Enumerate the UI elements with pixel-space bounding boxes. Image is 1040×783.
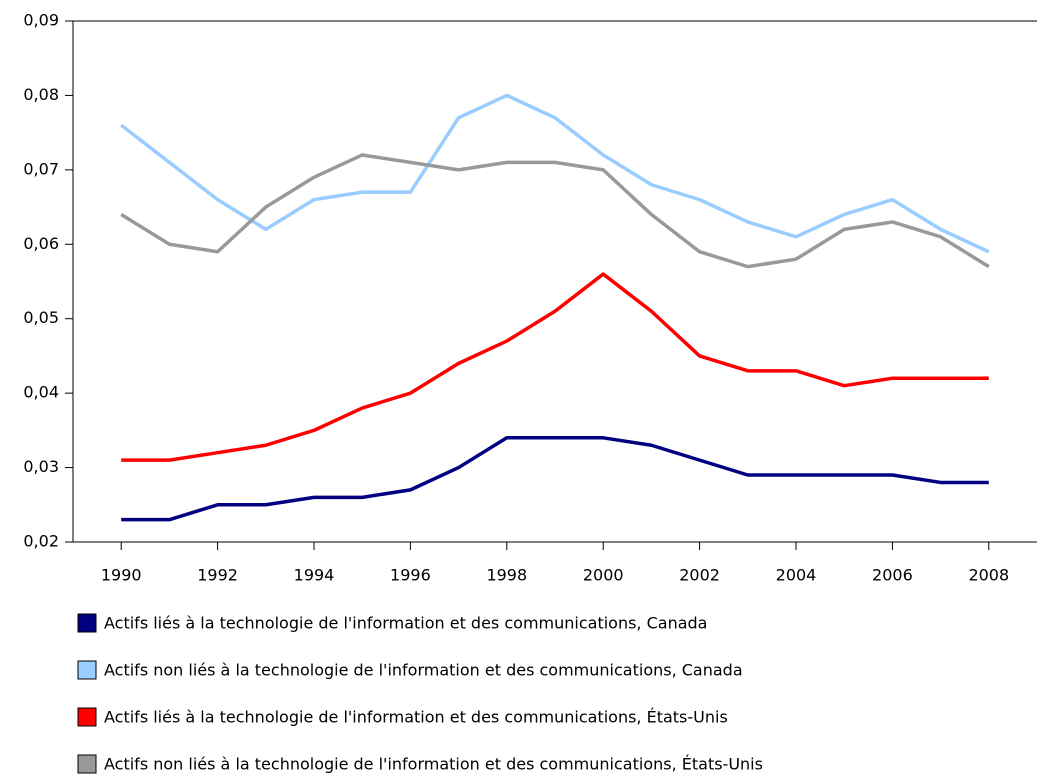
legend-label: Actifs liés à la technologie de l'inform… [104, 614, 707, 633]
series-line [121, 436, 989, 522]
y-tick-label: 0,03 [23, 457, 59, 476]
y-tick-label: 0,06 [23, 234, 59, 253]
x-tick-label: 1990 [101, 566, 142, 585]
y-tick-label: 0,02 [23, 532, 59, 551]
x-tick-label: 2002 [679, 566, 720, 585]
y-tick-label: 0,04 [23, 383, 59, 402]
legend-swatch [77, 754, 97, 774]
x-tick-label: 1998 [486, 566, 527, 585]
series-line [121, 272, 989, 462]
legend-swatch [77, 660, 97, 680]
legend-label: Actifs liés à la technologie de l'inform… [104, 708, 728, 727]
x-tick-label: 1994 [294, 566, 335, 585]
legend-swatch [77, 707, 97, 727]
legend-label: Actifs non liés à la technologie de l'in… [104, 755, 763, 774]
y-tick-label: 0,08 [23, 85, 59, 104]
y-tick-label: 0,09 [23, 11, 59, 30]
legend-label: Actifs non liés à la technologie de l'in… [104, 661, 743, 680]
y-tick-label: 0,07 [23, 159, 59, 178]
x-tick-label: 2006 [872, 566, 913, 585]
x-tick-label: 1992 [197, 566, 238, 585]
legend-swatch [77, 613, 97, 633]
y-tick-label: 0,05 [23, 308, 59, 327]
x-tick-label: 2000 [583, 566, 624, 585]
series-line [120, 93, 990, 254]
series-line [120, 153, 990, 269]
x-tick-label: 2008 [968, 566, 1009, 585]
x-tick-label: 2004 [776, 566, 817, 585]
x-tick-label: 1996 [390, 566, 431, 585]
